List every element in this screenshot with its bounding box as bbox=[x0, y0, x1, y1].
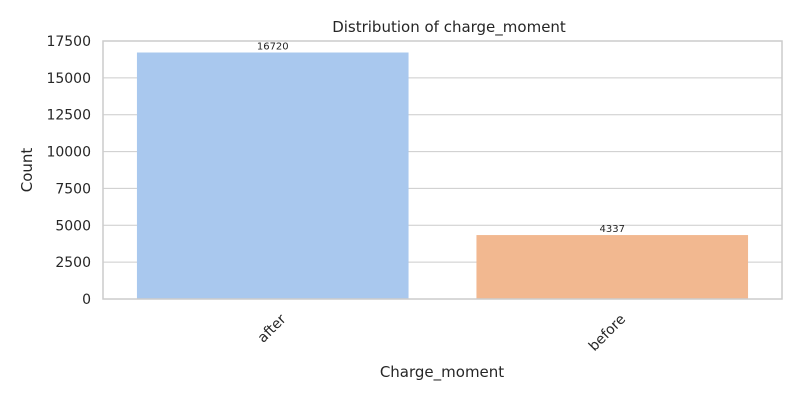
y-axis-ticks: 0 2500 5000 7500 10000 12500 15000 17500 bbox=[46, 34, 91, 308]
y-tick-label: 2500 bbox=[55, 255, 91, 271]
y-tick-label: 7500 bbox=[55, 181, 91, 197]
x-axis-ticks: after before bbox=[255, 311, 629, 354]
data-label-before: 4337 bbox=[600, 224, 625, 235]
y-tick-label: 0 bbox=[82, 292, 91, 308]
y-tick-label: 5000 bbox=[55, 218, 91, 234]
y-tick-label: 10000 bbox=[46, 145, 91, 161]
x-tick-label-before: before bbox=[586, 311, 629, 354]
x-axis-label: Charge_moment bbox=[380, 363, 504, 382]
data-labels: 16720 4337 bbox=[257, 41, 625, 235]
y-tick-label: 15000 bbox=[46, 71, 91, 87]
y-axis-label: Count bbox=[18, 148, 36, 193]
y-tick-label: 12500 bbox=[46, 108, 91, 124]
bar-before bbox=[476, 235, 749, 299]
bar-after bbox=[136, 52, 409, 300]
x-tick-label-after: after bbox=[255, 311, 290, 346]
chart-title: Distribution of charge_moment bbox=[332, 18, 566, 37]
bars bbox=[136, 52, 749, 300]
plot-frame bbox=[102, 40, 783, 300]
y-tick-label: 17500 bbox=[46, 34, 91, 50]
data-label-after: 16720 bbox=[257, 41, 289, 52]
